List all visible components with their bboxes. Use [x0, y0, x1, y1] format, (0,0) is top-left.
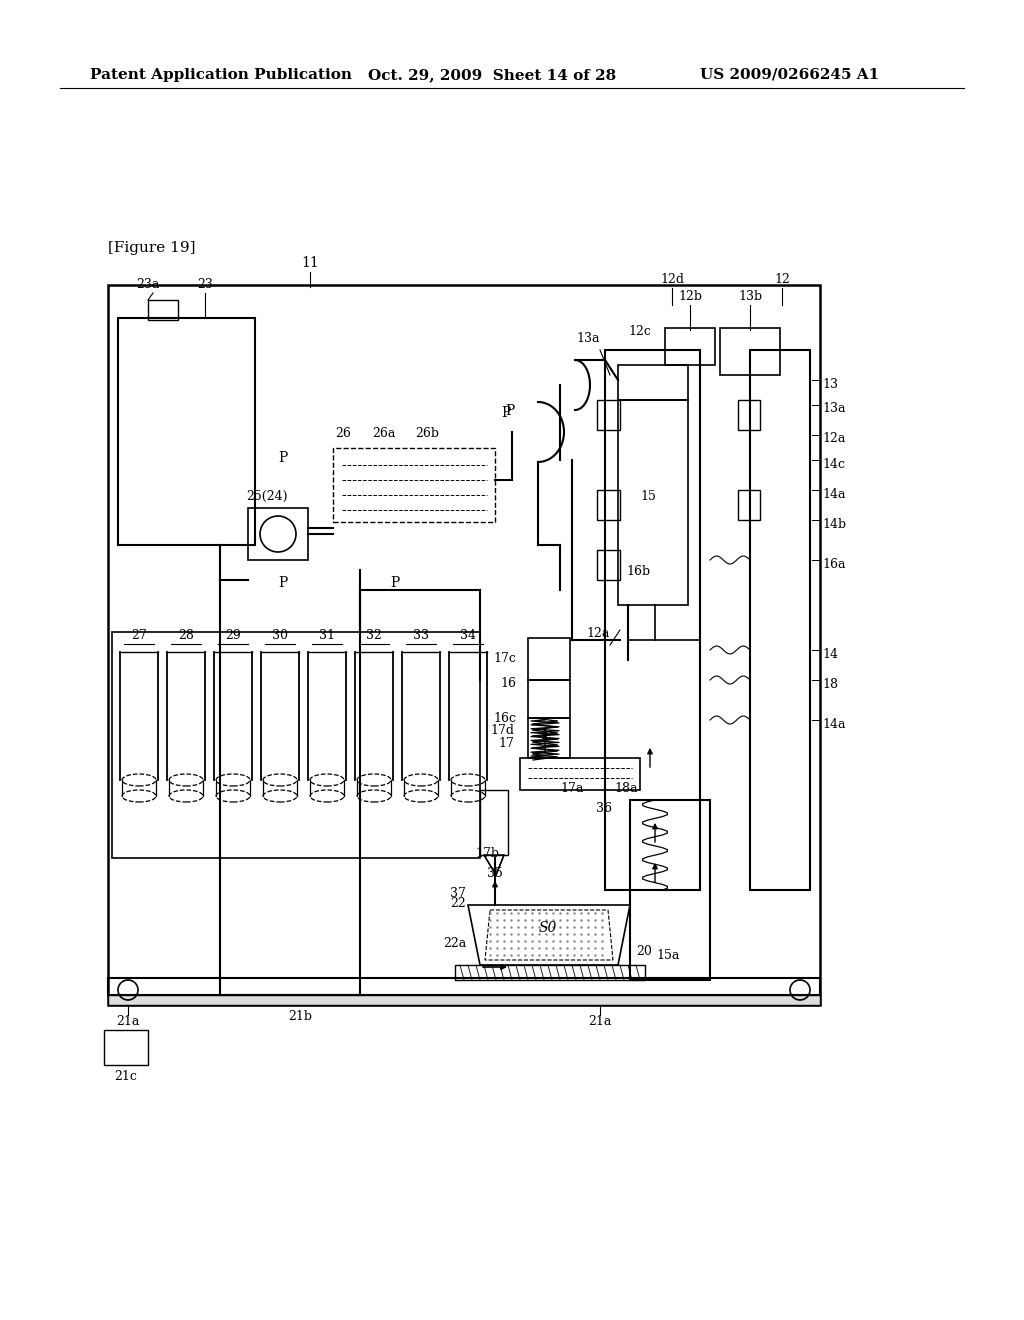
Text: 30: 30 [272, 630, 288, 642]
Text: 34: 34 [460, 630, 476, 642]
Bar [738, 400, 760, 430]
Text: 21a: 21a [589, 1015, 611, 1028]
Text: P: P [502, 407, 511, 420]
Text: 21c: 21c [115, 1071, 137, 1082]
Text: 17a: 17a [560, 781, 584, 795]
Text: [Figure 19]: [Figure 19] [108, 242, 196, 255]
Text: 15: 15 [640, 490, 656, 503]
Bar [597, 550, 620, 579]
Text: 17d: 17d [490, 723, 514, 737]
Text: 14b: 14b [822, 517, 846, 531]
Text: US 2009/0266245 A1: US 2009/0266245 A1 [700, 69, 880, 82]
Text: 12d: 12d [660, 273, 684, 286]
Text: P: P [506, 404, 515, 418]
Text: 25(24): 25(24) [246, 490, 288, 503]
Text: 17b: 17b [475, 847, 499, 861]
Bar [108, 995, 820, 1005]
Bar [104, 1030, 148, 1065]
Text: S0: S0 [539, 921, 557, 935]
Text: 12b: 12b [678, 290, 702, 304]
Text: 18: 18 [822, 677, 838, 690]
Text: P: P [279, 576, 288, 590]
Text: 26: 26 [335, 426, 351, 440]
Bar [665, 327, 715, 366]
Text: 17c: 17c [494, 652, 516, 665]
Text: 12a: 12a [822, 433, 846, 446]
Text: 28: 28 [178, 630, 194, 642]
Text: 12a: 12a [587, 627, 610, 640]
Bar [630, 800, 710, 979]
Text: 36: 36 [596, 803, 612, 814]
Bar [248, 508, 308, 560]
Bar [528, 718, 570, 758]
Text: 16c: 16c [493, 711, 516, 725]
Text: 16a: 16a [822, 557, 846, 570]
Text: 14a: 14a [822, 487, 846, 500]
Text: Patent Application Publication: Patent Application Publication [90, 69, 352, 82]
Text: 13b: 13b [738, 290, 762, 304]
Text: 13: 13 [822, 378, 838, 391]
Text: 32: 32 [366, 630, 382, 642]
Bar [605, 350, 700, 890]
Text: 18a: 18a [614, 781, 638, 795]
Text: 23: 23 [197, 279, 213, 290]
Text: 12c: 12c [628, 325, 651, 338]
Text: 21a: 21a [117, 1015, 139, 1028]
Bar [148, 300, 178, 319]
Text: 29: 29 [225, 630, 241, 642]
Text: 14a: 14a [822, 718, 846, 730]
Text: 15a: 15a [656, 949, 680, 962]
Bar [528, 638, 570, 680]
Text: 33: 33 [413, 630, 429, 642]
Text: 16: 16 [500, 677, 516, 690]
Bar [738, 490, 760, 520]
Text: 16b: 16b [626, 565, 650, 578]
Text: P: P [279, 451, 288, 465]
Text: 14: 14 [822, 648, 838, 660]
Text: 26b: 26b [415, 426, 439, 440]
Text: P: P [390, 576, 399, 590]
Text: 22a: 22a [442, 937, 466, 950]
Bar [597, 400, 620, 430]
Text: Oct. 29, 2009  Sheet 14 of 28: Oct. 29, 2009 Sheet 14 of 28 [368, 69, 616, 82]
Text: 22: 22 [451, 898, 466, 909]
Text: 11: 11 [301, 256, 318, 271]
Bar [108, 285, 820, 1005]
Bar [720, 327, 780, 375]
Text: 21b: 21b [288, 1010, 312, 1023]
Text: 31: 31 [319, 630, 335, 642]
Text: 14c: 14c [822, 458, 845, 470]
Text: 23a: 23a [136, 279, 160, 290]
Bar [480, 789, 508, 855]
Text: 20: 20 [636, 945, 652, 958]
Bar [528, 680, 570, 718]
Text: 26a: 26a [372, 426, 395, 440]
Text: 13a: 13a [577, 333, 600, 345]
Bar [333, 447, 495, 521]
Bar [618, 400, 688, 605]
Text: 12: 12 [774, 273, 790, 286]
Bar [618, 366, 688, 400]
Bar [455, 965, 645, 979]
Bar [108, 978, 820, 995]
Text: 27: 27 [131, 630, 146, 642]
Text: 13a: 13a [822, 403, 846, 416]
Text: 17: 17 [498, 737, 514, 750]
Bar [112, 632, 480, 858]
Bar [118, 318, 255, 545]
Bar [597, 490, 620, 520]
Bar [520, 758, 640, 789]
Text: 35: 35 [487, 867, 503, 880]
Bar [750, 350, 810, 890]
Text: 37: 37 [451, 887, 466, 900]
